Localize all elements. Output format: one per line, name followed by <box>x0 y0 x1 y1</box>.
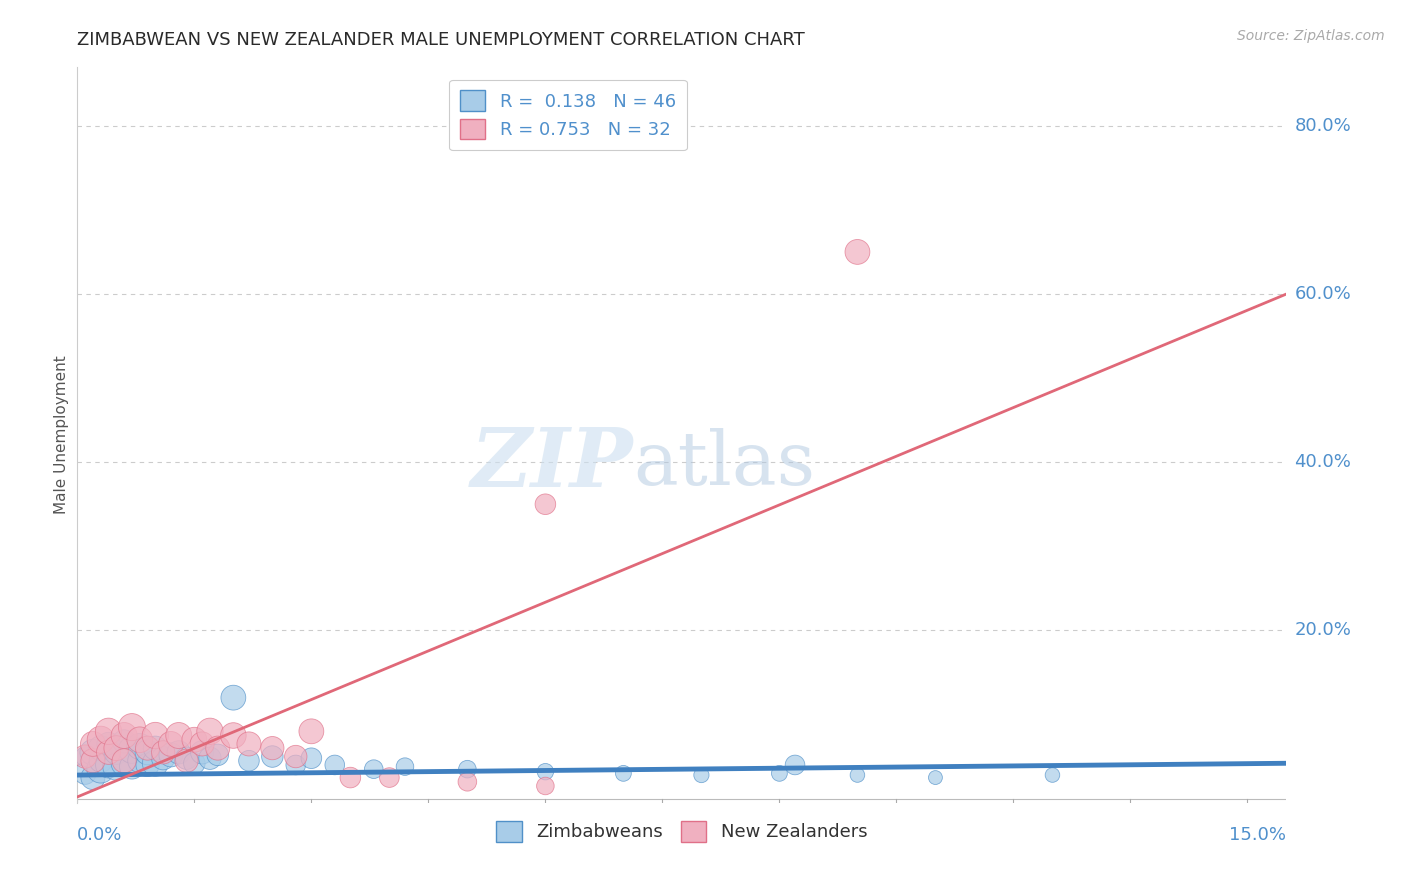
Point <box>183 756 205 771</box>
Point <box>136 741 159 756</box>
Point <box>238 754 260 768</box>
Point <box>128 754 150 768</box>
Point <box>207 741 229 756</box>
Point <box>143 756 166 771</box>
Point <box>339 771 361 785</box>
Point <box>90 732 112 747</box>
Point <box>152 751 174 765</box>
Point <box>143 729 166 743</box>
Point <box>136 745 159 759</box>
Text: 0.0%: 0.0% <box>77 826 122 845</box>
Point <box>112 734 135 748</box>
Point <box>262 741 284 756</box>
Point <box>128 732 150 747</box>
Point <box>183 732 205 747</box>
Point <box>222 729 245 743</box>
Point <box>299 751 322 765</box>
Point <box>768 766 790 780</box>
Point <box>222 690 245 705</box>
Y-axis label: Male Unemployment: Male Unemployment <box>53 356 69 514</box>
Point <box>323 758 346 772</box>
Point <box>612 766 634 780</box>
Text: 20.0%: 20.0% <box>1295 622 1351 640</box>
Point <box>105 745 128 759</box>
Point <box>152 745 174 759</box>
Point <box>207 747 229 762</box>
Text: ZIP: ZIP <box>471 425 634 504</box>
Point <box>112 756 135 771</box>
Point <box>198 751 221 765</box>
Point <box>121 759 143 773</box>
Point <box>121 720 143 734</box>
Point <box>191 737 214 751</box>
Point <box>534 764 557 779</box>
Point <box>284 749 307 764</box>
Point <box>1042 768 1064 782</box>
Point <box>90 762 112 776</box>
Point <box>198 724 221 739</box>
Point <box>456 762 478 776</box>
Point <box>924 771 946 785</box>
Point <box>160 737 183 751</box>
Point <box>97 758 120 772</box>
Point <box>262 749 284 764</box>
Point <box>783 758 806 772</box>
Point <box>846 768 869 782</box>
Point <box>82 745 104 759</box>
Point <box>534 497 557 511</box>
Point <box>105 759 128 773</box>
Point <box>176 754 198 768</box>
Point <box>136 758 159 772</box>
Point <box>82 737 104 751</box>
Point <box>143 741 166 756</box>
Point <box>378 771 401 785</box>
Point <box>690 768 713 782</box>
Point <box>75 749 97 764</box>
Point <box>75 749 97 764</box>
Text: Source: ZipAtlas.com: Source: ZipAtlas.com <box>1237 29 1385 43</box>
Point <box>299 724 322 739</box>
Point <box>75 766 97 780</box>
Point <box>238 737 260 751</box>
Point <box>534 779 557 793</box>
Text: atlas: atlas <box>634 428 815 500</box>
Text: 60.0%: 60.0% <box>1295 285 1351 303</box>
Text: ZIMBABWEAN VS NEW ZEALANDER MALE UNEMPLOYMENT CORRELATION CHART: ZIMBABWEAN VS NEW ZEALANDER MALE UNEMPLO… <box>77 31 806 49</box>
Point <box>176 751 198 765</box>
Point <box>97 724 120 739</box>
Point <box>456 774 478 789</box>
Point <box>90 754 112 768</box>
Point <box>97 745 120 759</box>
Point <box>284 758 307 772</box>
Point <box>112 754 135 768</box>
Point <box>394 759 416 773</box>
Point <box>82 754 104 768</box>
Point <box>363 762 385 776</box>
Point <box>121 743 143 757</box>
Point <box>167 729 190 743</box>
Point <box>97 737 120 751</box>
Point <box>160 747 183 762</box>
Point <box>105 741 128 756</box>
Point <box>90 741 112 756</box>
Point <box>82 771 104 785</box>
Point <box>167 745 190 759</box>
Point <box>846 244 869 259</box>
Text: 40.0%: 40.0% <box>1295 453 1351 471</box>
Point <box>112 729 135 743</box>
Text: 15.0%: 15.0% <box>1229 826 1286 845</box>
Point <box>128 739 150 754</box>
Point <box>191 745 214 759</box>
Legend: Zimbabweans, New Zealanders: Zimbabweans, New Zealanders <box>489 814 875 849</box>
Text: 80.0%: 80.0% <box>1295 117 1351 135</box>
